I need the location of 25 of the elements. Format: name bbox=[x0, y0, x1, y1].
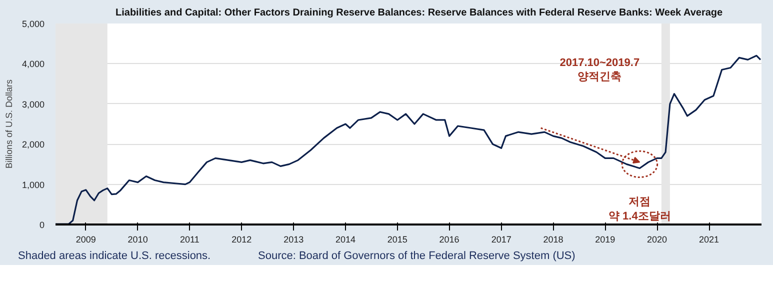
x-tick-label: 2011 bbox=[180, 234, 200, 244]
x-tick-label: 2014 bbox=[336, 234, 356, 244]
x-tick-label: 2017 bbox=[491, 234, 512, 244]
annotation: 2017.10~2019.7 양적긴축 bbox=[560, 56, 640, 84]
annotation: 저점 약 1.4조달러 bbox=[608, 196, 671, 223]
y-tick-label: 1,000 bbox=[22, 180, 45, 190]
x-tick-label: 2016 bbox=[439, 234, 460, 244]
x-tick-label: 2018 bbox=[543, 234, 564, 244]
chart-title: Liabilities and Capital: Other Factors Draining Reserve Balances: Reserve Balances with Federal Reserve Banks: Week Average bbox=[116, 8, 724, 18]
x-tick-label: 2015 bbox=[387, 234, 408, 244]
y-tick-label: 3,000 bbox=[22, 99, 45, 110]
x-tick-label: 2020 bbox=[646, 234, 668, 244]
x-tick-label: 2019 bbox=[595, 234, 616, 244]
source-note: Source: Board of Governors of the Federal Reserve System (US) bbox=[258, 249, 576, 264]
y-axis-title: Billions of U.S. Dollars bbox=[4, 78, 14, 169]
x-tick-label: 2009 bbox=[76, 234, 96, 244]
x-tick-label: 2010 bbox=[128, 234, 148, 244]
text: Shaded areas indicate U.S. recessions. bbox=[18, 249, 211, 264]
y-tick-label: 0 bbox=[39, 220, 45, 230]
x-tick-label: 2012 bbox=[232, 234, 252, 244]
y-tick-label: 2,000 bbox=[22, 140, 45, 150]
y-tick-label: 4,000 bbox=[22, 59, 45, 70]
y-tick-label: 5,000 bbox=[22, 19, 45, 29]
x-tick-label: 2021 bbox=[699, 234, 720, 244]
x-tick-label: 2013 bbox=[284, 234, 304, 244]
